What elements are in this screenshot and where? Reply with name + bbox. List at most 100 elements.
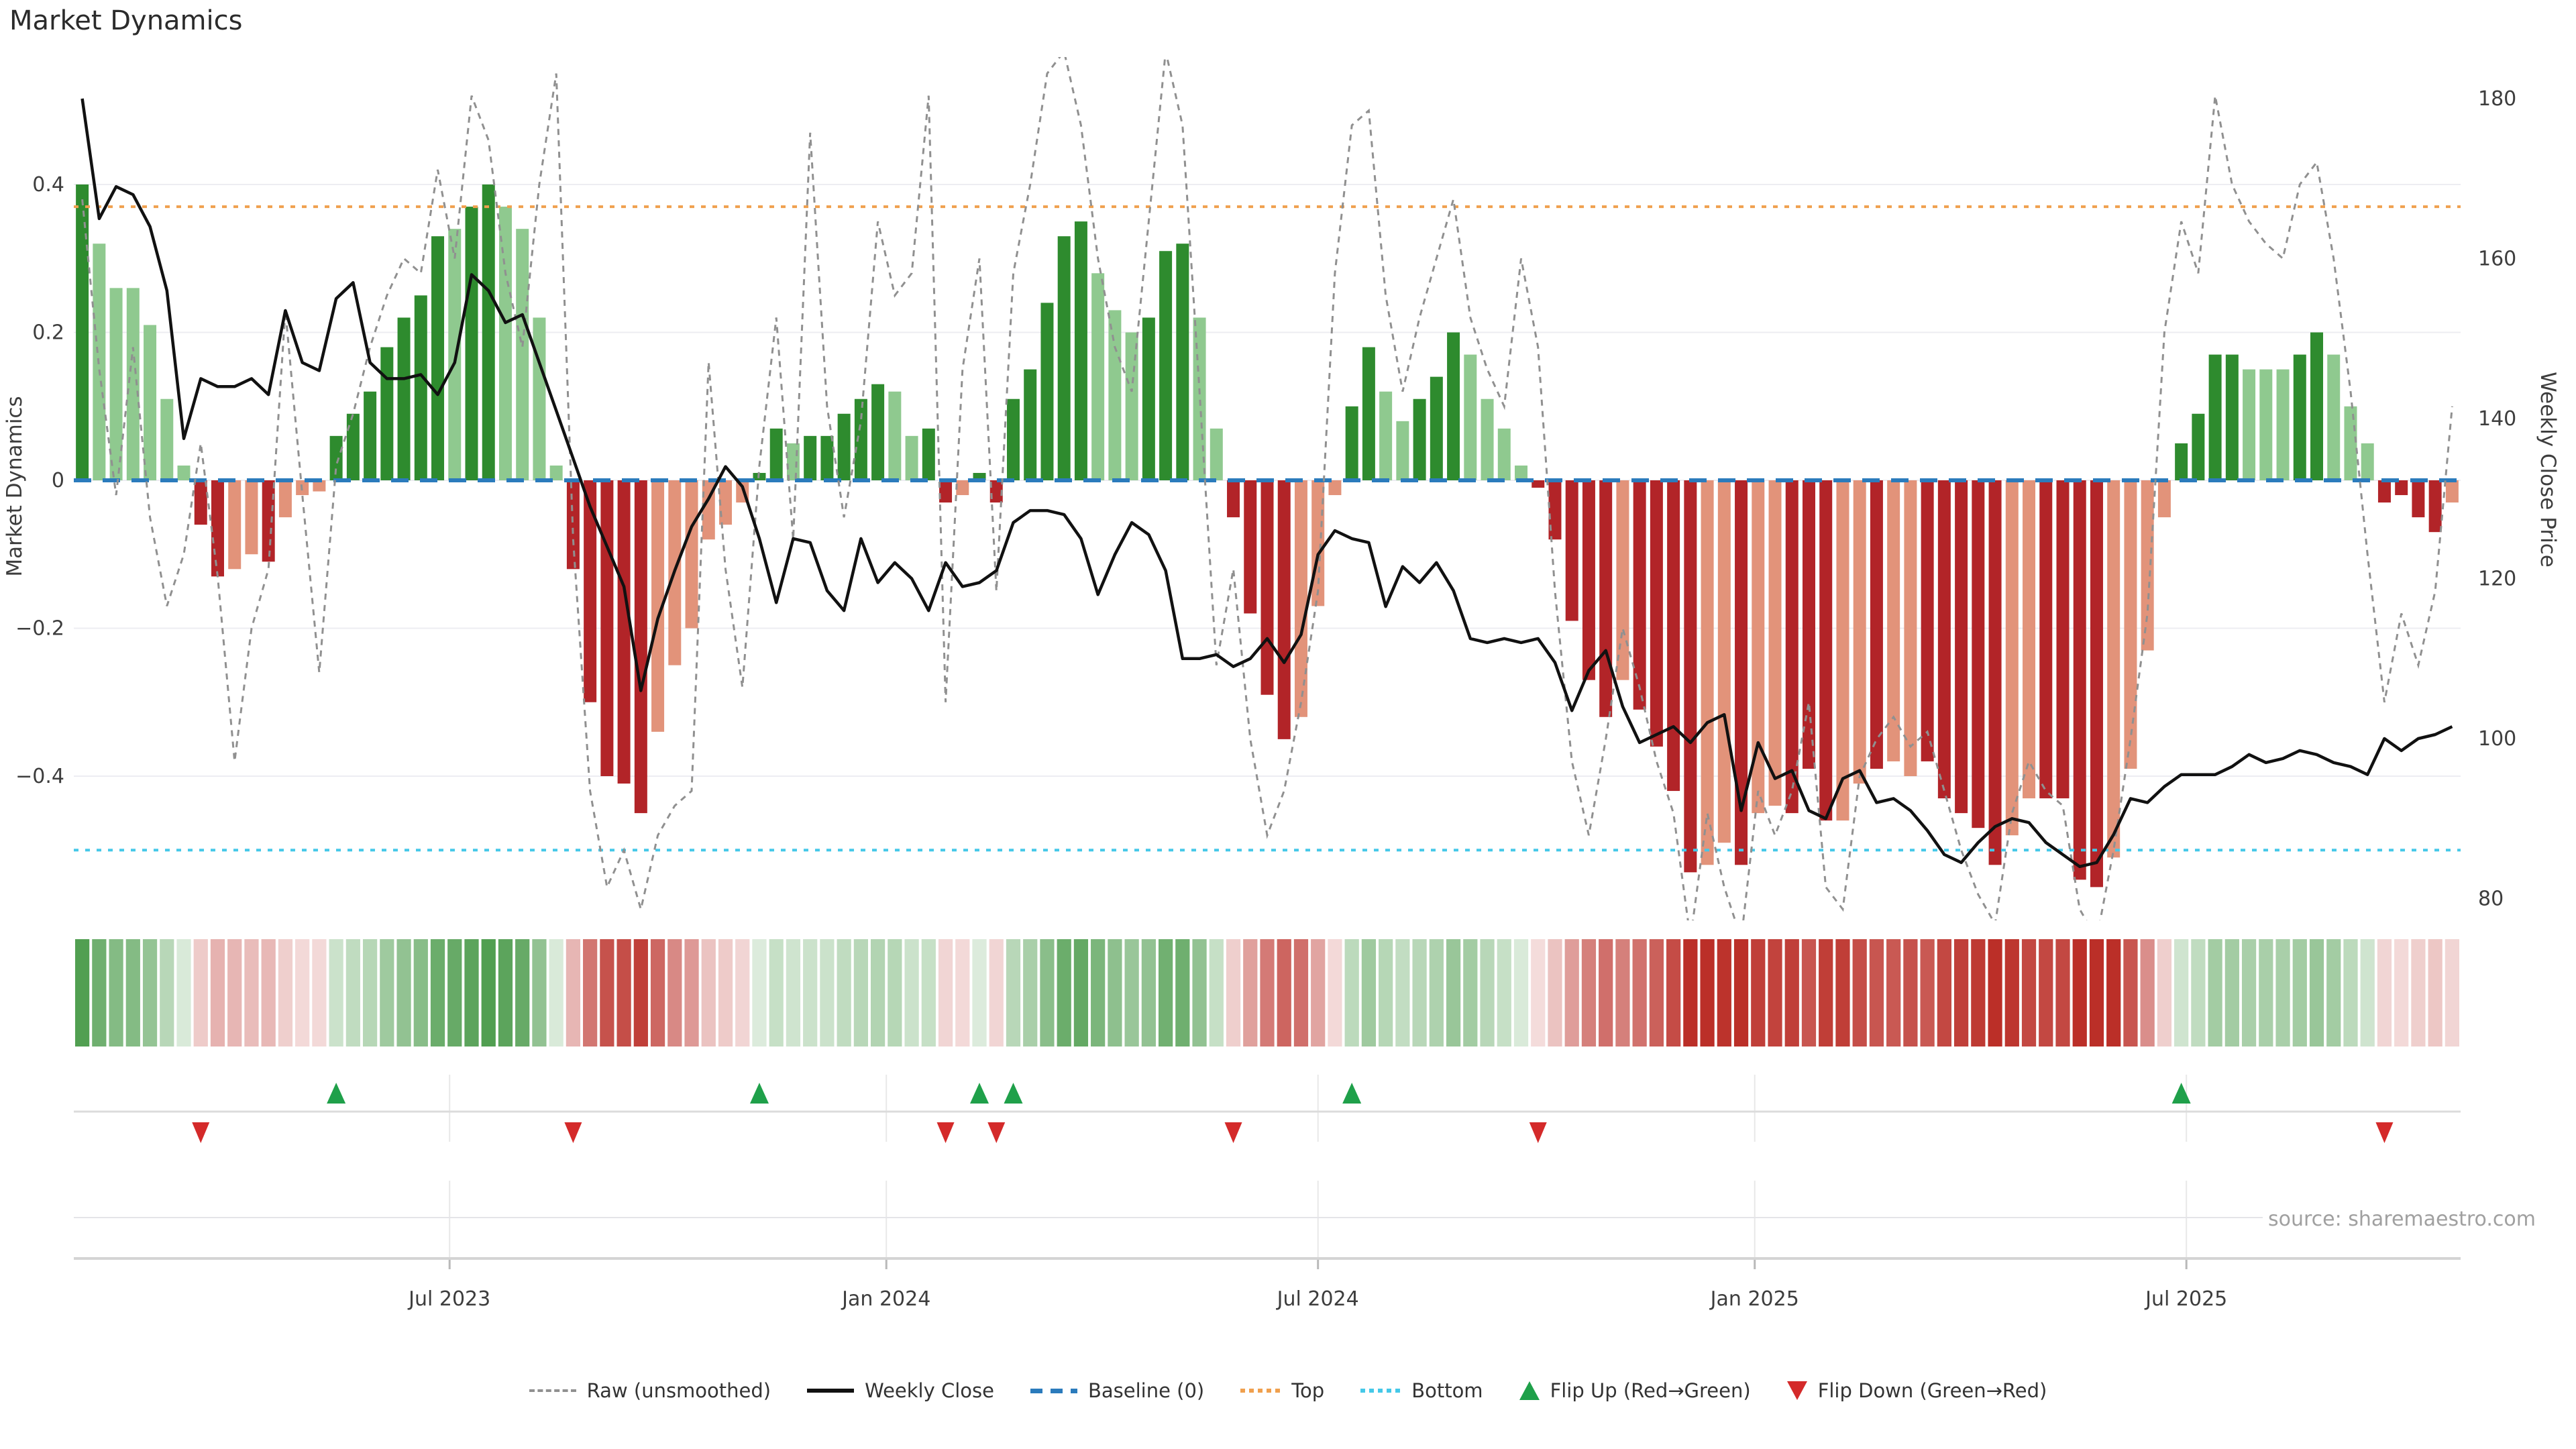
bar [1735,480,1748,865]
bar [1768,480,1782,806]
heat-cell [921,939,936,1046]
bar [1785,480,1799,814]
bar [2073,480,2086,880]
heat-cell [2224,939,2239,1046]
bar [2243,369,2256,480]
heat-cell [701,939,716,1046]
x-tick-label: Jan 2025 [1709,1287,1799,1311]
heat-cell [1819,939,1833,1046]
heat-cell [1124,939,1139,1046]
heat-cell [549,939,564,1046]
bar [922,428,935,480]
bar [1260,480,1274,695]
heat-cell [1344,939,1359,1046]
heat-strip [75,939,2459,1046]
bar [533,317,546,480]
heat-cell [1480,939,1495,1046]
bar [211,480,224,577]
heat-cell [1429,939,1444,1046]
bar [1481,398,1494,480]
heat-cell [413,939,428,1046]
legend-label-weekly-close: Weekly Close [865,1379,994,1402]
heat-cell [1412,939,1427,1046]
heat-cell [2309,939,2324,1046]
bar [1532,480,1545,488]
right-tick-label: 80 [2478,888,2504,911]
legend-item-baseline: Baseline (0) [1030,1379,1204,1402]
heat-cell [684,939,699,1046]
heat-cell [1920,939,1935,1046]
x-tick-label: Jul 2023 [407,1287,490,1311]
bar [329,435,343,480]
heat-cell [176,939,191,1046]
bar [245,480,258,555]
left-tick-label: 0.4 [32,173,64,197]
heat-cell [1581,939,1597,1046]
bar [1057,236,1071,480]
heat-cell [1835,939,1850,1046]
heat-cell [2174,939,2189,1046]
bar [2412,480,2425,518]
bar [2428,480,2442,533]
heat-cell [1311,939,1326,1046]
black-solid-line-icon [807,1389,855,1393]
heat-cell [1243,939,1258,1046]
heat-cell [938,939,953,1046]
bar [278,480,292,518]
bar [194,480,207,525]
left-tick-label: −0.2 [15,617,64,641]
heat-cell [837,939,851,1046]
flip-up-marker-icon [970,1083,989,1104]
bar [516,229,529,480]
heat-cell [989,939,1004,1046]
bar [1345,406,1358,480]
bar [2310,332,2324,480]
bar [1853,480,1866,784]
heat-cell [1158,939,1173,1046]
bar [1565,480,1578,621]
bar [160,398,174,480]
heat-cell [1209,939,1224,1046]
heat-cell [1057,939,1071,1046]
bar [414,295,427,480]
heat-cell [600,939,614,1046]
bar [1244,480,1257,614]
heat-cell [904,939,919,1046]
heat-cell [1192,939,1207,1046]
left-tick-label: 0.2 [32,321,64,345]
flip-down-marker-icon [1224,1122,1242,1143]
bar [177,465,191,480]
right-tick-label: 180 [2478,87,2516,111]
heat-cell [244,939,259,1046]
bar [1379,391,1393,480]
bar [1921,480,1934,761]
bar [1701,480,1714,865]
heat-cell [1768,939,1782,1046]
bar [2377,480,2391,503]
legend-label-baseline: Baseline (0) [1088,1379,1205,1402]
bar [482,184,495,480]
bar [2208,354,2222,480]
heat-cell [1801,939,1817,1046]
bar [2276,369,2290,480]
heat-cell [1784,939,1799,1046]
heat-cell [1615,939,1630,1046]
bar [1024,369,1037,480]
bar [600,480,614,776]
bar [2293,354,2306,480]
bar [989,480,1003,503]
dynamics-bars [76,184,2459,888]
bar [634,480,647,814]
heat-cell [1277,939,1291,1046]
heat-cell [2377,939,2392,1046]
left-tick-label: 0 [52,469,64,492]
bar [380,347,394,480]
heat-cell [2292,939,2307,1046]
bar [973,472,986,480]
bar [1548,480,1562,540]
bar [2395,480,2408,496]
bar [448,229,462,480]
bar [820,435,834,480]
x-tick-label: Jul 2025 [2144,1287,2227,1311]
bar [939,480,953,503]
